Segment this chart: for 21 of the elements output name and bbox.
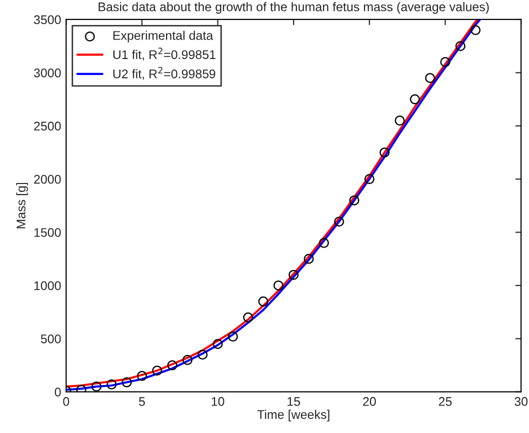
- y-tick-label: 2000: [34, 174, 61, 184]
- x-tick-label: 30: [514, 397, 528, 406]
- legend-label: U2 fit, R$^{2}$=0.99859: [113, 66, 216, 80]
- y-tick-label: 0: [54, 388, 61, 397]
- x-tick-label: 15: [288, 397, 300, 406]
- y-tick-label: 2500: [34, 122, 61, 131]
- y-tick-label: 1000: [34, 281, 61, 290]
- x-tick-label: 20: [363, 397, 376, 406]
- x-axis-title: Time [weeks]: [257, 410, 330, 422]
- x-tick-label: 25: [438, 397, 452, 406]
- y-axis-title: Mass [g]: [16, 182, 28, 228]
- x-tick-label: 10: [212, 397, 224, 406]
- chart-title: Basic data about the growth of the human fetus mass (average values): [98, 2, 489, 14]
- legend-label: U1 fit, R$^{2}$=0.99851: [113, 48, 216, 61]
- x-tick-label: 5: [138, 397, 145, 406]
- y-tick-label: 3000: [34, 68, 61, 78]
- y-tick-label: 3500: [34, 15, 61, 24]
- legend-label: Experimental data: [113, 30, 214, 42]
- x-tick-label: 0: [63, 397, 70, 406]
- y-tick-label: 1500: [34, 228, 61, 237]
- y-tick-label: 500: [40, 334, 61, 344]
